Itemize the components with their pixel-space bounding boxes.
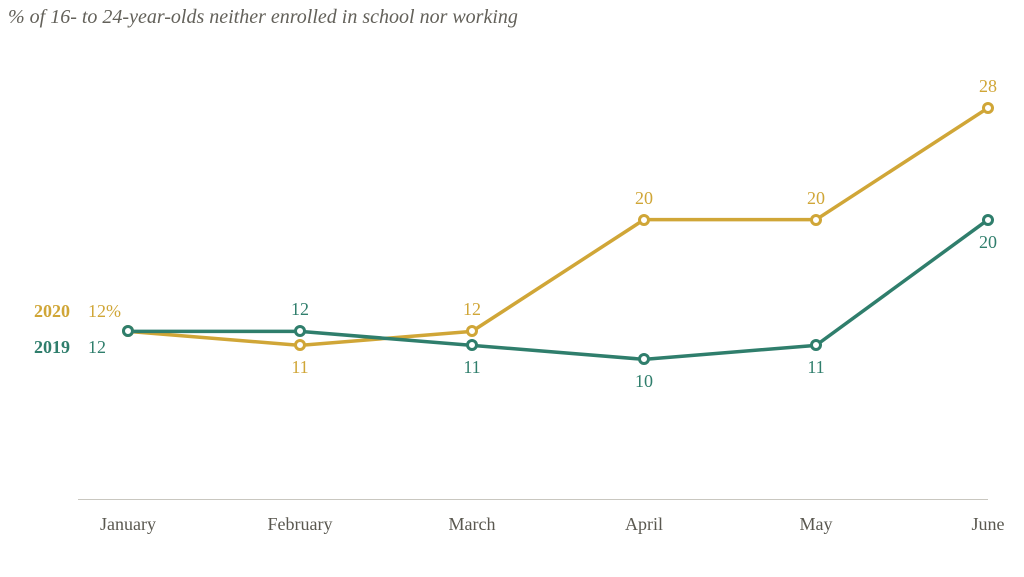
series-marker-2020 xyxy=(294,339,306,351)
x-axis-label: May xyxy=(800,514,833,535)
data-label-2020: 20 xyxy=(807,188,825,209)
series-marker-2019 xyxy=(982,214,994,226)
series-line-2019 xyxy=(128,220,988,360)
series-marker-2019 xyxy=(638,353,650,365)
data-label-2019: 10 xyxy=(635,371,653,392)
series-first-value-2020: 12% xyxy=(88,301,121,322)
series-marker-2020 xyxy=(466,325,478,337)
data-label-2019: 12 xyxy=(291,299,309,320)
series-label-2020: 2020 xyxy=(34,301,70,322)
series-label-2019: 2019 xyxy=(34,337,70,358)
x-axis-line xyxy=(78,499,988,500)
series-marker-2019 xyxy=(810,339,822,351)
series-first-value-2019: 12 xyxy=(88,337,106,358)
x-axis-label: June xyxy=(972,514,1005,535)
data-label-2020: 11 xyxy=(291,357,308,378)
x-axis-label: February xyxy=(268,514,333,535)
data-label-2019: 11 xyxy=(463,357,480,378)
x-axis-label: January xyxy=(100,514,156,535)
data-label-2020: 12 xyxy=(463,299,481,320)
data-label-2019: 11 xyxy=(807,357,824,378)
series-line-2020 xyxy=(128,108,988,345)
chart-container: % of 16- to 24-year-olds neither enrolle… xyxy=(0,0,1024,577)
line-paths-svg xyxy=(0,0,1024,577)
series-marker-2020 xyxy=(638,214,650,226)
data-label-2019: 20 xyxy=(979,232,997,253)
x-axis-label: April xyxy=(625,514,663,535)
series-marker-2019 xyxy=(294,325,306,337)
series-marker-2020 xyxy=(810,214,822,226)
series-marker-2020 xyxy=(982,102,994,114)
x-axis-label: March xyxy=(449,514,496,535)
data-label-2020: 28 xyxy=(979,76,997,97)
data-label-2020: 20 xyxy=(635,188,653,209)
series-marker-2019 xyxy=(466,339,478,351)
series-marker-2019 xyxy=(122,325,134,337)
chart-plot-area xyxy=(0,0,1024,577)
